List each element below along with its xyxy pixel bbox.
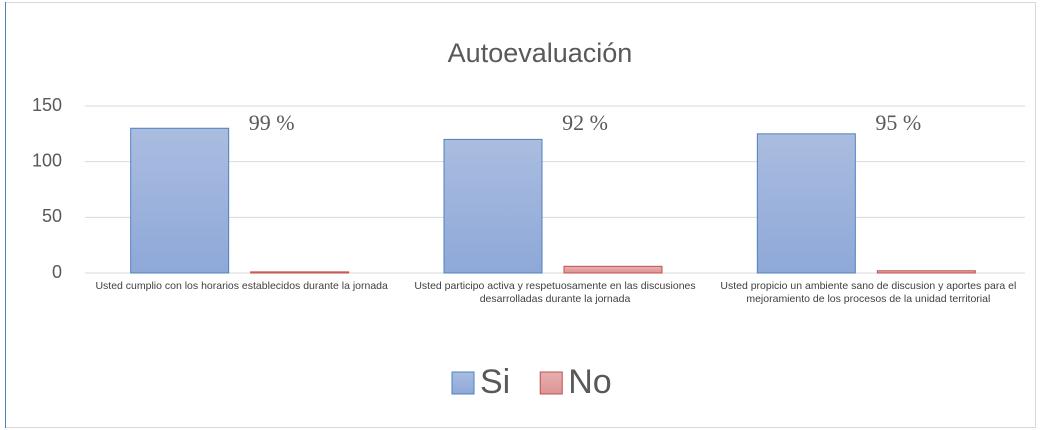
x-tick-label-box: Usted propicio un ambiente sano de discu… <box>720 280 1017 305</box>
bar <box>130 127 230 274</box>
bar <box>756 133 856 274</box>
y-tick-label: 0 <box>52 262 62 282</box>
annotation: 95 % <box>875 110 921 135</box>
x-tick-label: Usted participo activa y respetuosamente… <box>414 280 696 305</box>
legend-label: No <box>568 363 611 401</box>
x-tick-label-box: Usted participo activa y respetuosamente… <box>414 280 696 305</box>
x-tick-label: Usted propicio un ambiente sano de discu… <box>720 280 1017 305</box>
legend-swatch <box>539 371 563 395</box>
bar <box>250 271 350 274</box>
legend-swatch <box>451 371 475 395</box>
x-tick-label: Usted cumplio con los horarios estableci… <box>95 280 388 292</box>
x-tick-label-box: Usted cumplio con los horarios estableci… <box>95 280 388 292</box>
bar <box>563 265 663 274</box>
y-tick-label: 50 <box>42 206 62 226</box>
y-tick-label: 150 <box>32 95 62 115</box>
annotation: 99 % <box>249 110 295 135</box>
legend-label: Si <box>480 363 510 401</box>
bar <box>876 270 976 274</box>
y-tick-label: 100 <box>32 150 62 170</box>
bar <box>443 138 543 274</box>
annotation: 92 % <box>562 110 608 135</box>
chart-title: Autoevaluación <box>448 38 633 68</box>
